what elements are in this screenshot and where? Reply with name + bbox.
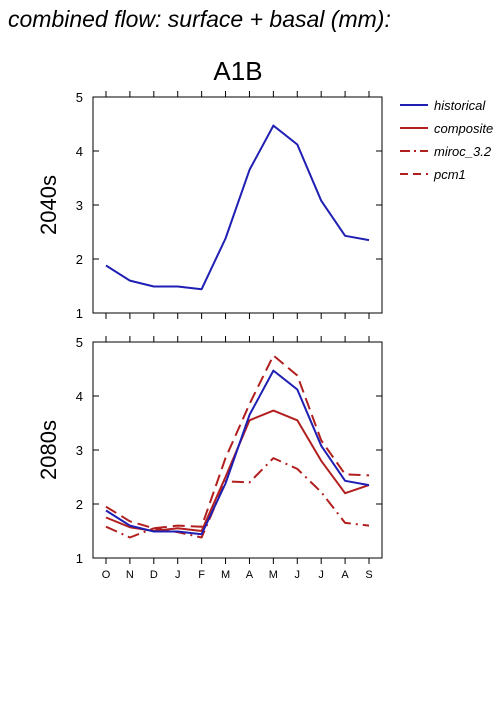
x-tick-label: F <box>198 569 205 581</box>
x-tick-label: J <box>175 569 181 581</box>
legend-item: pcm1 <box>400 167 466 182</box>
panel-2040s: 1 2 3 4 5 2040s <box>36 90 383 321</box>
x-tick-label: A <box>341 569 349 581</box>
y-tick-label: 4 <box>76 389 83 404</box>
x-tick-label: A <box>246 569 254 581</box>
y-tick-label: 1 <box>76 551 83 566</box>
scenario-title: A1B <box>213 56 262 86</box>
panel-label: 2080s <box>36 420 61 480</box>
legend-item: historical <box>400 98 486 113</box>
x-tick-label: S <box>365 569 372 581</box>
x-tick-label: N <box>126 569 134 581</box>
legend-label: miroc_3.2 <box>434 144 492 159</box>
x-tick-label: O <box>102 569 111 581</box>
x-tick-label: J <box>295 569 301 581</box>
legend-label: composite <box>434 121 493 136</box>
y-tick-label: 5 <box>76 90 83 105</box>
y-tick-label: 3 <box>76 443 83 458</box>
x-tick-label: D <box>150 569 158 581</box>
y-tick-label: 1 <box>76 306 83 321</box>
legend: historical composite miroc_3.2 pcm1 <box>400 98 493 182</box>
panel-label: 2040s <box>36 175 61 235</box>
series-line-pcm1 <box>105 354 370 530</box>
series-line-historical <box>105 369 370 536</box>
y-tick-label: 2 <box>76 497 83 512</box>
series-line-historical <box>105 124 370 291</box>
legend-label: pcm1 <box>433 167 466 182</box>
series-line-miroc_3.2 <box>105 457 370 539</box>
legend-item: composite <box>400 121 493 136</box>
x-tick-label: J <box>318 569 324 581</box>
y-tick-label: 3 <box>76 198 83 213</box>
legend-item: miroc_3.2 <box>400 144 492 159</box>
x-tick-label: M <box>221 569 230 581</box>
x-tick-label: M <box>269 569 278 581</box>
y-tick-label: 5 <box>76 335 83 350</box>
y-tick-label: 4 <box>76 144 83 159</box>
panel-2080s: 1 2 3 4 5 O N D J F M A M J J A S 2080s <box>36 335 383 581</box>
page-title: combined flow: surface + basal (mm): <box>8 6 391 32</box>
legend-label: historical <box>434 98 486 113</box>
y-tick-label: 2 <box>76 252 83 267</box>
